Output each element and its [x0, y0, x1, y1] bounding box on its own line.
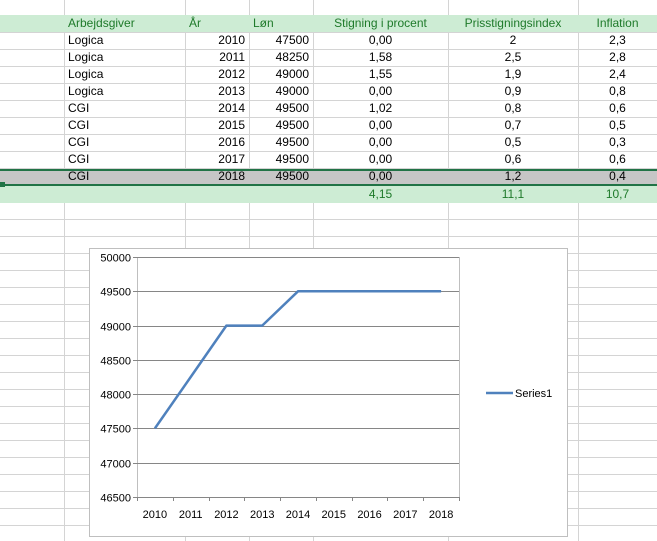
- totals-row: [0, 186, 657, 203]
- cell-year[interactable]: 2018: [218, 169, 245, 183]
- y-tick-label: 49000: [100, 322, 131, 334]
- column-header-employer[interactable]: Arbejdsgiver: [68, 16, 135, 30]
- cell-year[interactable]: 2010: [218, 33, 245, 47]
- x-tick-label: 2018: [429, 509, 453, 521]
- cell-employer[interactable]: CGI: [68, 152, 90, 166]
- cell-employer[interactable]: CGI: [68, 169, 90, 183]
- cell-salary[interactable]: 49500: [275, 135, 309, 149]
- total-inflation[interactable]: 10,7: [605, 187, 630, 201]
- cell-raise-pct[interactable]: 0,00: [368, 152, 393, 166]
- cell-salary[interactable]: 49500: [275, 101, 309, 115]
- cell-salary[interactable]: 48250: [275, 50, 309, 64]
- cell-year[interactable]: 2013: [218, 84, 245, 98]
- column-header-salary[interactable]: Løn: [253, 16, 274, 30]
- cell-salary[interactable]: 49500: [275, 152, 309, 166]
- cell-inflation[interactable]: 0,6: [609, 152, 626, 166]
- cell-inflation[interactable]: 2,8: [609, 50, 626, 64]
- total-raise-pct[interactable]: 4,15: [368, 187, 393, 201]
- cell-inflation[interactable]: 0,4: [609, 169, 626, 183]
- cell-price-index[interactable]: 0,8: [504, 101, 522, 115]
- x-tick-label: 2010: [143, 509, 167, 521]
- cell-raise-pct[interactable]: 1,58: [368, 50, 393, 64]
- cell-raise-pct[interactable]: 0,00: [368, 118, 393, 132]
- x-tick-label: 2016: [357, 509, 381, 521]
- cell-salary[interactable]: 49500: [275, 169, 309, 183]
- legend-label: Series1: [515, 388, 552, 400]
- cell-inflation[interactable]: 0,6: [609, 101, 626, 115]
- y-tick-label: 48500: [100, 356, 131, 368]
- cell-inflation[interactable]: 0,8: [609, 84, 626, 98]
- x-tick-label: 2011: [179, 509, 203, 521]
- cell-salary[interactable]: 49000: [275, 84, 309, 98]
- x-tick-label: 2017: [393, 509, 417, 521]
- cell-price-index[interactable]: 2,5: [504, 50, 522, 64]
- cell-year[interactable]: 2014: [218, 101, 245, 115]
- cell-inflation[interactable]: 0,3: [609, 135, 626, 149]
- plot-area: [137, 257, 460, 498]
- cell-raise-pct[interactable]: 0,00: [368, 33, 393, 47]
- y-tick-label: 46500: [100, 493, 131, 505]
- x-tick-label: 2013: [250, 509, 274, 521]
- cell-inflation[interactable]: 0,5: [609, 118, 626, 132]
- selected-row[interactable]: [0, 169, 657, 186]
- cell-price-index[interactable]: 2: [509, 33, 517, 47]
- cell-salary[interactable]: 47500: [275, 33, 309, 47]
- y-tick-label: 48000: [100, 390, 131, 402]
- cell-raise-pct[interactable]: 0,00: [368, 135, 393, 149]
- cell-price-index[interactable]: 0,9: [504, 84, 522, 98]
- y-tick-label: 47500: [100, 424, 131, 436]
- cell-year[interactable]: 2011: [219, 50, 245, 64]
- cell-year[interactable]: 2016: [218, 135, 245, 149]
- cell-year[interactable]: 2015: [218, 118, 245, 132]
- cell-salary[interactable]: 49500: [275, 118, 309, 132]
- y-tick-label: 50000: [100, 253, 131, 265]
- y-tick-label: 47000: [100, 459, 131, 471]
- cell-employer[interactable]: Logica: [68, 33, 104, 47]
- cell-raise-pct[interactable]: 1,55: [368, 67, 393, 81]
- cell-price-index[interactable]: 0,5: [504, 135, 522, 149]
- series-line: [153, 290, 442, 430]
- column-header-year[interactable]: År: [189, 16, 201, 30]
- cell-inflation[interactable]: 2,3: [609, 33, 626, 47]
- x-tick-label: 2014: [286, 509, 310, 521]
- cell-inflation[interactable]: 2,4: [609, 67, 626, 81]
- cell-price-index[interactable]: 0,6: [504, 152, 522, 166]
- cell-employer[interactable]: CGI: [68, 118, 90, 132]
- cell-employer[interactable]: CGI: [68, 101, 90, 115]
- cell-year[interactable]: 2017: [218, 152, 245, 166]
- cell-employer[interactable]: Logica: [68, 67, 104, 81]
- fill-handle[interactable]: [0, 182, 5, 187]
- column-header-price-index[interactable]: Prisstigningsindex: [464, 16, 562, 30]
- cell-employer[interactable]: CGI: [68, 135, 90, 149]
- column-header-raise-pct[interactable]: Stigning i procent: [334, 16, 427, 30]
- cell-salary[interactable]: 49000: [275, 67, 309, 81]
- total-price-index[interactable]: 11,1: [501, 187, 525, 201]
- cell-price-index[interactable]: 1,2: [504, 169, 522, 183]
- cell-employer[interactable]: Logica: [68, 50, 104, 64]
- y-tick-label: 49500: [100, 287, 131, 299]
- header-row: [0, 15, 657, 32]
- x-tick-label: 2012: [214, 509, 238, 521]
- cell-price-index[interactable]: 0,7: [504, 118, 522, 132]
- cell-price-index[interactable]: 1,9: [504, 67, 522, 81]
- cell-raise-pct[interactable]: 0,00: [368, 169, 393, 183]
- cell-raise-pct[interactable]: 0,00: [368, 84, 393, 98]
- column-header-inflation[interactable]: Inflation: [596, 16, 639, 30]
- line-chart: 50000 49500 49000 48500 48000 47500 47000 46500…: [100, 253, 552, 522]
- embedded-chart[interactable]: 50000 49500 49000 48500 48000 47500 47000 46500…: [89, 248, 568, 537]
- cell-year[interactable]: 2012: [218, 67, 245, 81]
- x-tick-label: 2015: [322, 509, 346, 521]
- cell-raise-pct[interactable]: 1,02: [368, 101, 393, 115]
- cell-employer[interactable]: Logica: [68, 84, 104, 98]
